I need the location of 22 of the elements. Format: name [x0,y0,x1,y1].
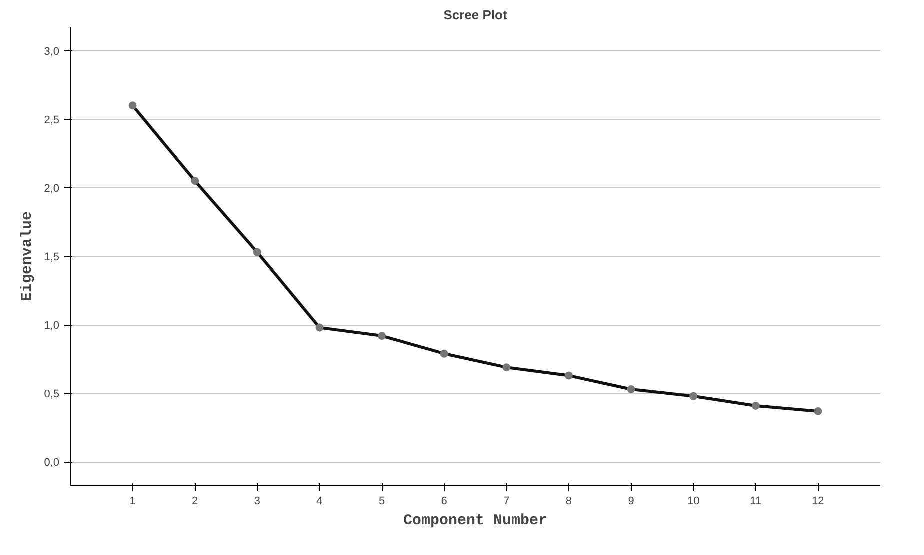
x-axis-title: Component Number [403,512,548,530]
y-tick-label: 3,0 [44,46,60,58]
x-tick-label: 4 [316,496,323,508]
y-tick-label: 2,0 [44,182,60,195]
x-tick-label: 6 [441,496,448,508]
y-tick-label: 2,5 [44,114,60,126]
y-tick-label: 1,0 [44,320,60,332]
x-tick-label: 10 [687,496,700,508]
x-tick-label: 12 [812,496,824,508]
x-tick-label: 3 [254,496,260,508]
x-tick-label: 11 [750,496,762,508]
y-tick-label: 1,5 [44,252,60,264]
x-tick-label: 1 [130,496,136,508]
x-tick-label: 2 [192,496,198,508]
x-tick-label: 8 [566,496,572,508]
x-tick-label: 5 [378,496,386,508]
x-tick-label: 7 [504,496,510,508]
y-tick-label: 0,5 [44,388,60,401]
y-axis-title: Eigenvalue [19,211,36,302]
x-tick-label: 9 [628,496,634,508]
y-tick-label: 0,0 [44,457,60,470]
chart-title: Scree Plot [444,8,508,22]
